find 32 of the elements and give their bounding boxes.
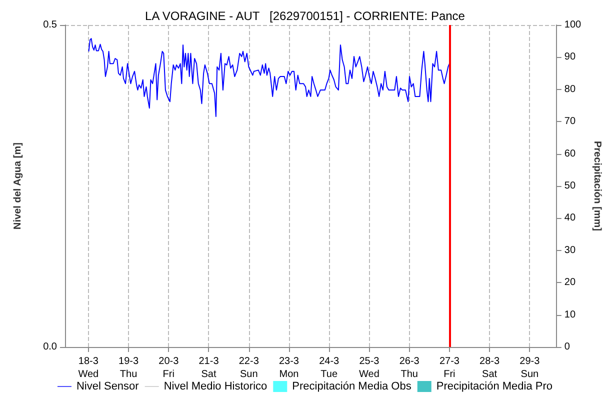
y2-tick-label: 50	[564, 180, 576, 192]
legend-label: Precipitación Media Pro	[436, 380, 553, 392]
y2-axis-title: Precipitación [mm]	[592, 140, 602, 232]
x-tick-label: 24-3 Tue	[319, 356, 340, 380]
legend-label: Nivel Medio Historico	[164, 380, 268, 392]
x-tick-label: 29-3 Sun	[520, 356, 540, 380]
y2-tick-label: 20	[564, 277, 576, 288]
x-tick-label: 20-3 Fri	[158, 356, 180, 380]
y2-tick-label: 0	[564, 342, 570, 352]
x-tick-label: 25-3 Wed	[359, 356, 380, 380]
x-tick-label: 21-3 Sat	[198, 356, 220, 380]
y2-tick-label: 80	[564, 84, 576, 95]
chart-title: LA VORAGINE - AUT [2629700151] - CORRIENTE: Pance	[145, 9, 466, 23]
legend-label: Precipitación Media Obs	[292, 380, 412, 392]
x-tick-label: 23-3 Mon	[278, 356, 300, 380]
y2-tick-label: 100	[564, 20, 582, 30]
x-tick-label: 26-3 Thu	[399, 356, 420, 380]
y2-tick-label: 60	[564, 148, 576, 160]
y-axis-title: Nivel del Agua [m]	[12, 142, 24, 230]
x-tick-label: 27-3 Fri	[439, 356, 460, 380]
x-tick-label: 28-3 Sat	[480, 356, 500, 380]
x-tick-label: 18-3 Wed	[78, 356, 99, 380]
y2-tick-label: 70	[564, 116, 576, 128]
legend-label: Nivel Sensor	[76, 380, 140, 392]
y2-tick-label: 10	[564, 309, 576, 320]
x-tick-label: 22-3 Sun	[238, 356, 260, 380]
y2-tick-label: 40	[564, 212, 576, 224]
x-tick-label: 19-3 Thu	[118, 356, 139, 380]
y-tick-label: 0.0	[43, 342, 58, 352]
y2-tick-label: 30	[564, 244, 576, 256]
y2-tick-label: 90	[564, 52, 576, 63]
y-tick-label: 0.5	[43, 20, 58, 30]
